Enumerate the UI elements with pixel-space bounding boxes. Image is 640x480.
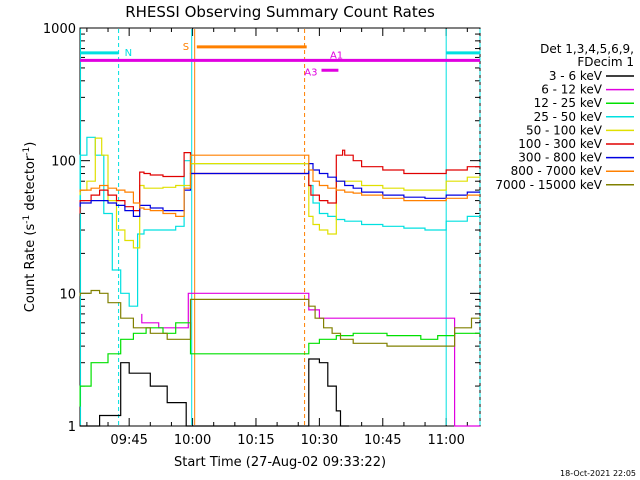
x-tick-label: 11:00 bbox=[427, 433, 464, 448]
legend-entry-label: 50 - 100 keV bbox=[526, 123, 603, 137]
y-tick-label: 10 bbox=[59, 287, 76, 302]
flag-label: A1 bbox=[330, 50, 343, 61]
flag-label: N bbox=[125, 48, 132, 59]
series-line-1 bbox=[141, 292, 480, 427]
flag-label: A3 bbox=[304, 67, 317, 78]
chart-title: RHESSI Observing Summary Count Rates bbox=[125, 3, 435, 21]
y-tick-label: 100 bbox=[51, 155, 76, 170]
series-lines bbox=[79, 136, 480, 427]
legend-entry-label: 300 - 800 keV bbox=[518, 151, 602, 165]
legend-entry-label: 6 - 12 keV bbox=[541, 83, 603, 97]
y-tick-label: 1 bbox=[68, 420, 76, 435]
x-tick-label: 10:30 bbox=[301, 433, 338, 448]
flag-label: S bbox=[183, 42, 189, 53]
legend-header-line-1: Det 1,3,4,5,6,9, bbox=[540, 42, 634, 56]
y-tick-label: 1000 bbox=[43, 22, 76, 37]
y-axis-label: Count Rate (s-1 detector-1) bbox=[22, 142, 38, 313]
series-line-7 bbox=[79, 154, 480, 217]
x-tick-label: 10:45 bbox=[364, 433, 401, 448]
series-line-0 bbox=[80, 358, 349, 427]
series-line-2 bbox=[79, 322, 480, 407]
x-tick-label: 09:45 bbox=[110, 433, 147, 448]
legend-entry-label: 800 - 7000 keV bbox=[511, 164, 603, 178]
vertical-markers bbox=[80, 29, 481, 425]
x-tick-label: 10:00 bbox=[174, 433, 211, 448]
flag-bars: N S A1 A3 bbox=[80, 42, 480, 78]
series-line-8 bbox=[79, 289, 480, 347]
legend-entry-label: 25 - 50 keV bbox=[534, 110, 603, 124]
x-axis: 09:45 10:00 10:15 10:30 10:45 11:00 bbox=[86, 28, 468, 448]
legend-header-line-2: FDecim 1 bbox=[577, 55, 634, 69]
legend-entry-label: 7000 - 15000 keV bbox=[495, 178, 602, 192]
legend-entry-label: 100 - 300 keV bbox=[518, 137, 602, 151]
legend-entry-label: 3 - 6 keV bbox=[549, 69, 603, 83]
x-tick-label: 10:15 bbox=[237, 433, 274, 448]
x-axis-label: Start Time (27-Aug-02 09:33:22) bbox=[174, 455, 386, 470]
footer-timestamp: 18-Oct-2021 22:05 bbox=[560, 469, 636, 478]
legend-entry-label: 12 - 25 keV bbox=[534, 96, 603, 110]
